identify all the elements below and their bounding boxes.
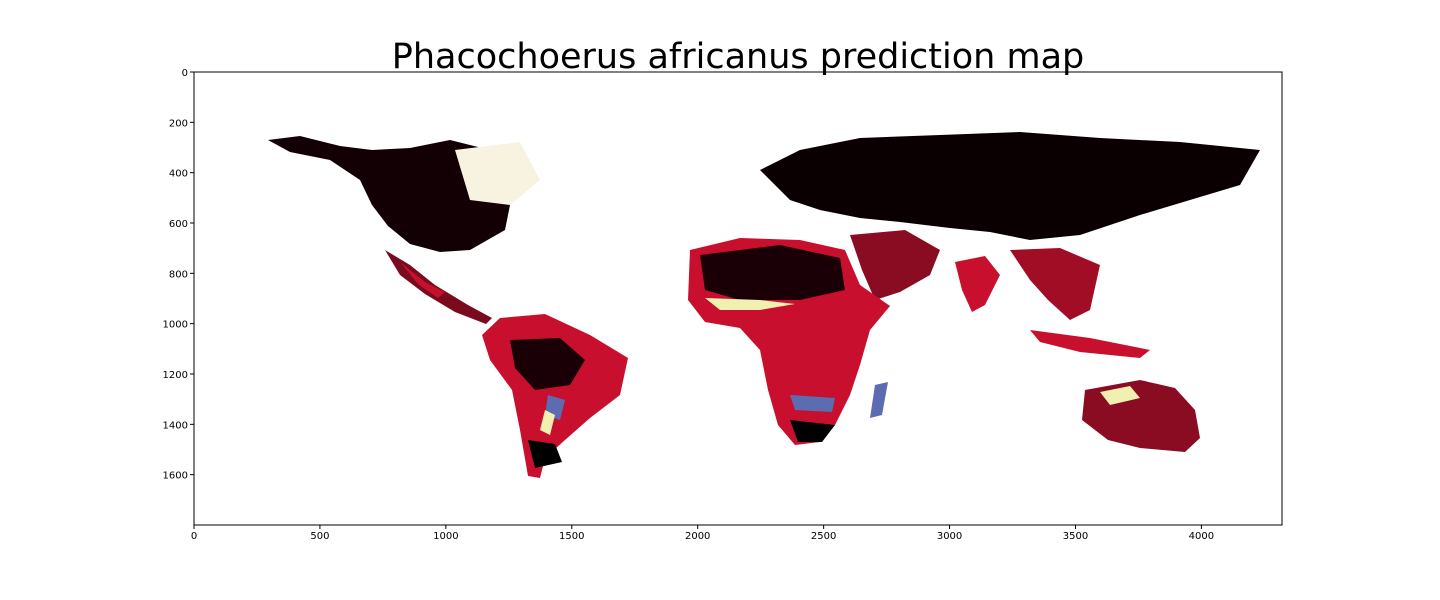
eurasia-region [760,132,1260,240]
y-axis: 0 200 400 600 800 1000 1200 1400 1600 [163,68,194,482]
x-tick-label: 500 [310,531,329,542]
y-tick-label: 200 [169,118,188,129]
y-tick-label: 1400 [163,420,188,431]
x-axis: 0 500 1000 1500 2000 2500 3000 3500 4000 [191,525,1214,542]
y-tick-label: 0 [182,68,188,79]
x-tick-label: 2000 [685,531,710,542]
sahel-yellow [705,298,795,310]
greenland-region [455,142,540,205]
x-tick-label: 0 [191,531,197,542]
chart-title: Phacochoerus africanus prediction map [392,37,1084,77]
amazon-dark [510,338,585,390]
australia-region [1082,380,1200,452]
mexico-detail [400,262,445,298]
y-tick-label: 400 [169,169,188,180]
prediction-map [268,132,1260,478]
india-region [955,256,1000,312]
middle-east-region [850,230,940,300]
north-america-region [268,136,515,252]
southern-africa-dark [790,420,835,442]
y-tick-label: 600 [169,219,188,230]
indonesia-region [1030,330,1150,358]
x-tick-label: 2500 [811,531,836,542]
y-tick-label: 1200 [163,370,188,381]
x-tick-label: 3500 [1063,531,1088,542]
y-tick-label: 1000 [163,320,188,331]
y-tick-label: 800 [169,269,188,280]
plot-frame [193,71,1283,526]
y-tick-label: 1600 [163,471,188,482]
central-america-region [385,250,492,324]
x-tick-label: 1000 [433,531,458,542]
sahara-dark [700,245,845,300]
australia-yellow [1100,386,1140,405]
x-tick-label: 4000 [1189,531,1214,542]
x-tick-label: 1500 [559,531,584,542]
east-africa-blue [790,395,835,412]
x-tick-label: 3000 [937,531,962,542]
southeast-asia-region [1010,248,1100,320]
patagonia-dark [528,440,562,468]
south-america-yellow [540,410,555,435]
madagascar-region [870,382,888,418]
